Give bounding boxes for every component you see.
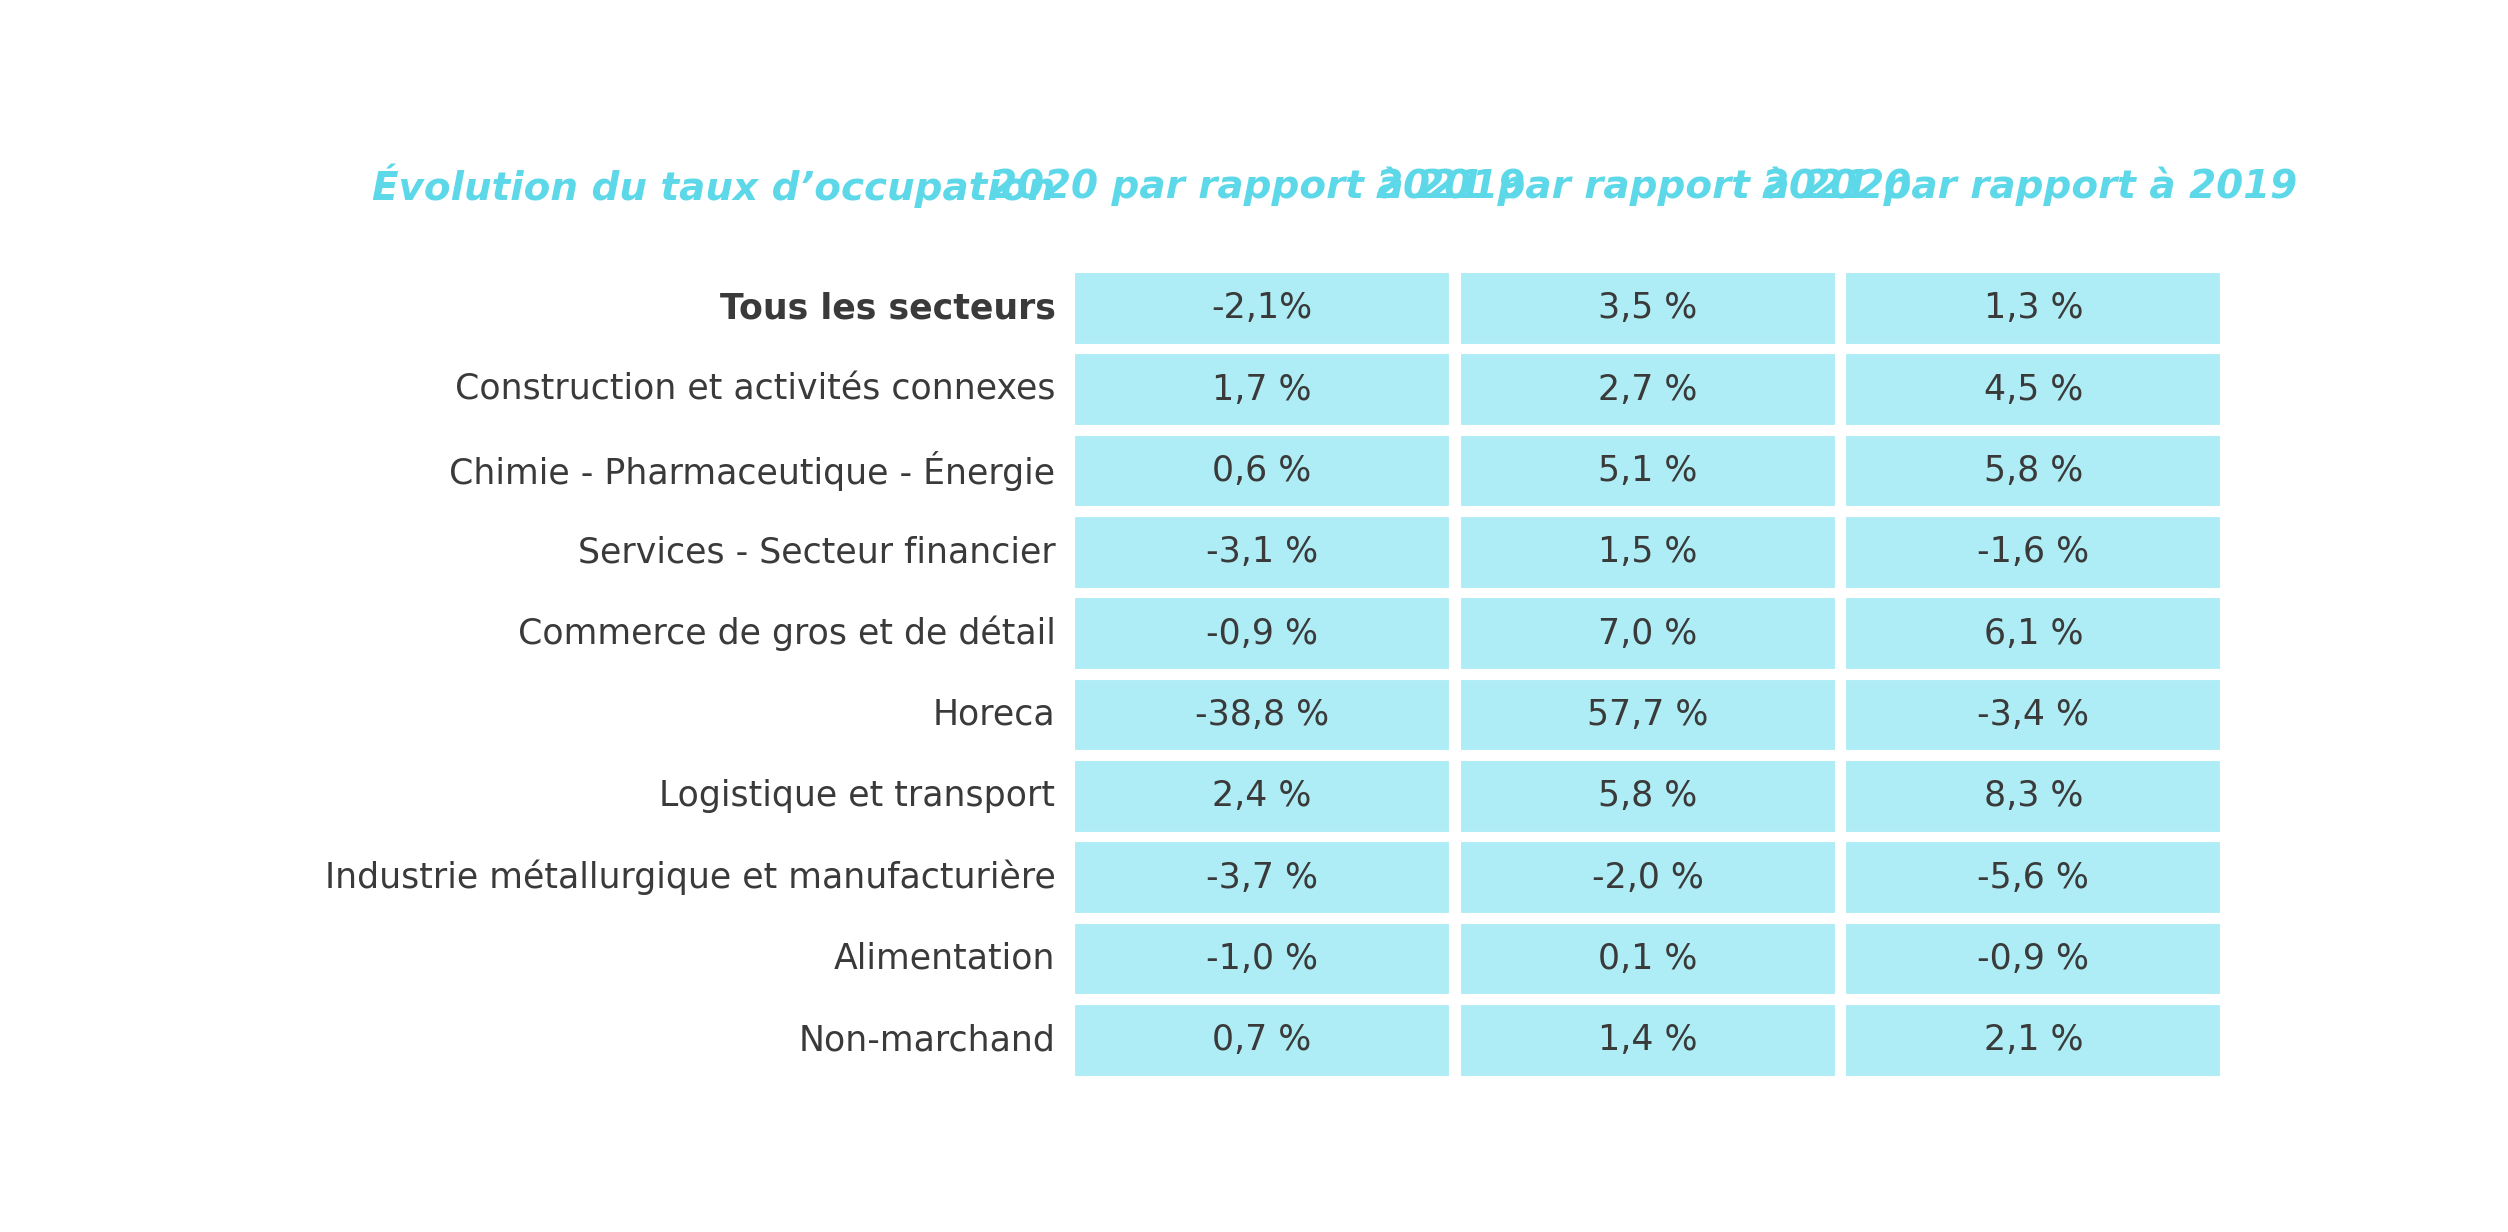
Bar [1073,678,1452,753]
Text: 2021 par rapport à 2019: 2021 par rapport à 2019 [1761,166,2297,206]
Text: 2020 par rapport à 2019: 2020 par rapport à 2019 [991,166,1525,206]
Bar [1843,515,2222,590]
Text: 1,7 %: 1,7 % [1211,373,1312,407]
Bar [1073,352,1452,428]
Text: Évolution du taux d’occupation: Évolution du taux d’occupation [371,164,1056,208]
Text: -0,9 %: -0,9 % [1206,617,1317,650]
Text: 2,1 %: 2,1 % [1984,1024,2084,1057]
Text: Horeca: Horeca [933,699,1056,732]
Bar [1460,515,1836,590]
Text: 8,3 %: 8,3 % [1984,780,2084,813]
Bar [1073,1003,1452,1078]
Bar [1843,678,2222,753]
Bar [1460,1003,1836,1078]
Text: 5,8 %: 5,8 % [1984,455,2082,488]
Text: -3,1 %: -3,1 % [1206,536,1319,569]
Text: -2,1%: -2,1% [1211,292,1312,325]
Text: -2,0 %: -2,0 % [1593,861,1703,894]
Text: 7,0 %: 7,0 % [1598,617,1698,650]
Bar [1843,596,2222,671]
Text: 1,5 %: 1,5 % [1598,536,1698,569]
Bar [1073,596,1452,671]
Text: Commerce de gros et de détail: Commerce de gros et de détail [517,616,1056,652]
Text: 2,7 %: 2,7 % [1598,373,1698,407]
Text: Logistique et transport: Logistique et transport [660,780,1056,813]
Text: -0,9 %: -0,9 % [1976,942,2089,976]
Text: Industrie métallurgique et manufacturière: Industrie métallurgique et manufacturièr… [324,860,1056,896]
Text: Non-marchand: Non-marchand [798,1024,1056,1057]
Bar [1460,352,1836,428]
Bar [1073,271,1452,346]
Text: 2,4 %: 2,4 % [1211,780,1312,813]
Text: 4,5 %: 4,5 % [1984,373,2082,407]
Bar [1073,922,1452,997]
Bar [1073,434,1452,509]
Text: Tous les secteurs: Tous les secteurs [720,292,1056,325]
Text: 1,3 %: 1,3 % [1984,292,2084,325]
Text: 1,4 %: 1,4 % [1598,1024,1698,1057]
Text: 0,6 %: 0,6 % [1211,455,1312,488]
Bar [1460,678,1836,753]
Bar [1843,1003,2222,1078]
Bar [1843,759,2222,834]
Text: 57,7 %: 57,7 % [1588,699,1708,732]
Bar [1843,434,2222,509]
Bar [1460,596,1836,671]
Text: -3,7 %: -3,7 % [1206,861,1317,894]
Bar [1843,922,2222,997]
Text: -5,6 %: -5,6 % [1976,861,2089,894]
Text: -1,6 %: -1,6 % [1976,536,2089,569]
Text: -1,0 %: -1,0 % [1206,942,1317,976]
Bar [1460,759,1836,834]
Text: Services - Secteur financier: Services - Secteur financier [577,536,1056,569]
Bar [1073,515,1452,590]
Bar [1843,840,2222,915]
Text: 3,5 %: 3,5 % [1598,292,1698,325]
Bar [1460,922,1836,997]
Text: Construction et activités connexes: Construction et activités connexes [454,373,1056,407]
Text: 2021 par rapport à 2020: 2021 par rapport à 2020 [1377,166,1911,206]
Bar [1073,759,1452,834]
Text: Chimie - Pharmaceutique - Énergie: Chimie - Pharmaceutique - Énergie [449,451,1056,492]
Text: -3,4 %: -3,4 % [1976,699,2089,732]
Text: 5,1 %: 5,1 % [1598,455,1698,488]
Text: Alimentation: Alimentation [835,942,1056,976]
Text: 0,1 %: 0,1 % [1598,942,1698,976]
Bar [1460,434,1836,509]
Bar [1460,840,1836,915]
Text: 6,1 %: 6,1 % [1984,617,2084,650]
Bar [1843,271,2222,346]
Bar [1073,840,1452,915]
Text: 5,8 %: 5,8 % [1598,780,1698,813]
Text: -38,8 %: -38,8 % [1194,699,1329,732]
Bar [1460,271,1836,346]
Bar [1843,352,2222,428]
Text: 0,7 %: 0,7 % [1211,1024,1312,1057]
